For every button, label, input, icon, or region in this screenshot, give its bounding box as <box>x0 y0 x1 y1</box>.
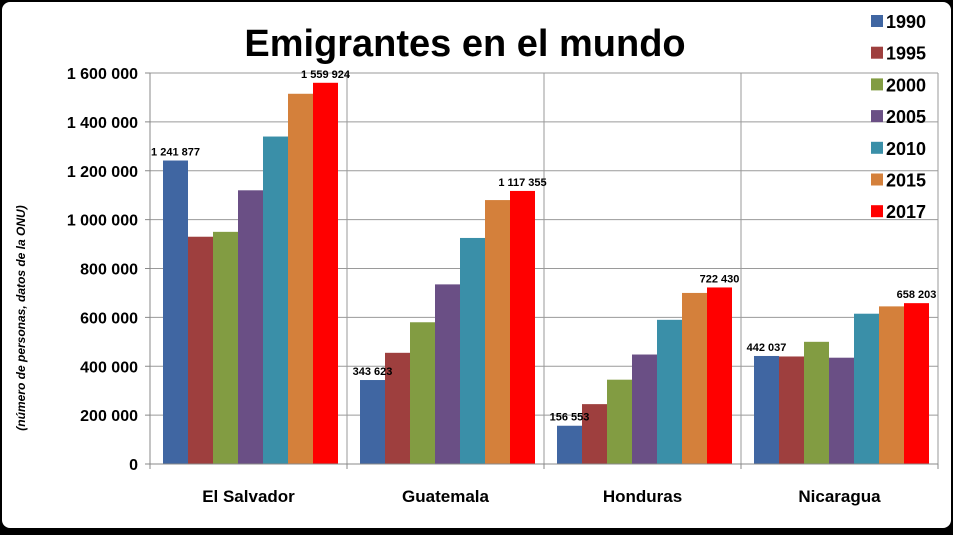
legend-label: 1990 <box>886 12 926 32</box>
legend-label: 2005 <box>886 107 926 127</box>
y-tick-label: 1 000 000 <box>67 213 138 230</box>
y-axis-label: (número de personas, datos de la ONU) <box>14 205 28 430</box>
legend-swatch <box>871 110 883 123</box>
bar-1995 <box>582 404 607 464</box>
legend-label: 2000 <box>886 75 926 95</box>
bar-2015 <box>288 93 313 464</box>
data-label: 722 430 <box>700 273 740 285</box>
bar-2010 <box>854 313 879 464</box>
x-tick-label: Honduras <box>603 487 682 506</box>
legend-label: 1995 <box>886 44 926 64</box>
x-tick-label: Nicaragua <box>798 487 881 506</box>
bar-2000 <box>410 322 435 464</box>
chart-title: Emigrantes en el mundo <box>244 23 685 65</box>
bar-2015 <box>682 292 707 464</box>
axes <box>145 72 939 469</box>
y-tick-label: 400 000 <box>80 359 138 376</box>
bar-2005 <box>238 190 263 465</box>
legend-swatch <box>871 15 883 27</box>
legend-label: 2010 <box>886 139 926 159</box>
data-labels: 1 241 877 1 559 924 343 623 1 117 355 156 55… <box>151 69 936 424</box>
bar-2017 <box>707 287 732 464</box>
bar-1990 <box>754 355 779 464</box>
legend-swatch <box>871 205 883 218</box>
bar-1990 <box>163 160 188 465</box>
legend-swatch <box>871 46 883 59</box>
x-tick-label: Guatemala <box>402 487 489 506</box>
bar-2017 <box>510 190 535 465</box>
legend: 1990 1995 2000 2005 2010 2015 2017 <box>871 12 926 222</box>
bar-2015 <box>879 306 904 464</box>
data-label: 343 623 <box>353 366 393 378</box>
data-label: 1 117 355 <box>498 177 546 189</box>
y-tick-label: 1 600 000 <box>67 66 138 83</box>
bar-2005 <box>829 357 854 464</box>
bar-1990 <box>557 425 582 464</box>
bar-1995 <box>385 352 410 464</box>
bar-1990 <box>360 380 385 464</box>
x-tick-label: El Salvador <box>202 487 295 506</box>
bar-2010 <box>263 136 288 464</box>
y-tick-label: 1 400 000 <box>67 115 138 132</box>
y-tick-label: 0 <box>129 457 138 474</box>
bar-1995 <box>188 236 213 464</box>
bar-2010 <box>460 237 485 464</box>
y-tick-label: 600 000 <box>80 310 138 327</box>
legend-label: 2017 <box>886 202 926 222</box>
bar-2005 <box>632 354 657 464</box>
bar-1995 <box>779 356 804 464</box>
x-tick-labels: El Salvador Guatemala Honduras Nicaragua <box>202 487 881 506</box>
data-label: 1 241 877 <box>151 147 200 159</box>
bar-2000 <box>607 379 632 464</box>
y-tick-labels: 0 200 000 400 000 600 000 800 000 1 000 000 1 … <box>67 66 138 474</box>
bar-2000 <box>213 231 238 464</box>
bar-2010 <box>657 319 682 464</box>
legend-swatch <box>871 173 883 186</box>
legend-swatch <box>871 78 883 91</box>
data-label: 156 553 <box>550 412 590 424</box>
bars <box>163 82 929 465</box>
y-tick-label: 200 000 <box>80 408 138 425</box>
legend-label: 2015 <box>886 171 926 191</box>
bar-2015 <box>485 200 510 464</box>
bar-2017 <box>904 303 929 464</box>
bar-2000 <box>804 341 829 464</box>
y-tick-label: 1 200 000 <box>67 164 138 181</box>
bar-2017 <box>313 82 338 464</box>
bar-2005 <box>435 284 460 464</box>
legend-swatch <box>871 141 883 154</box>
data-label: 442 037 <box>747 342 787 354</box>
data-label: 658 203 <box>897 289 937 301</box>
y-tick-label: 800 000 <box>80 262 138 279</box>
data-label: 1 559 924 <box>301 69 351 81</box>
